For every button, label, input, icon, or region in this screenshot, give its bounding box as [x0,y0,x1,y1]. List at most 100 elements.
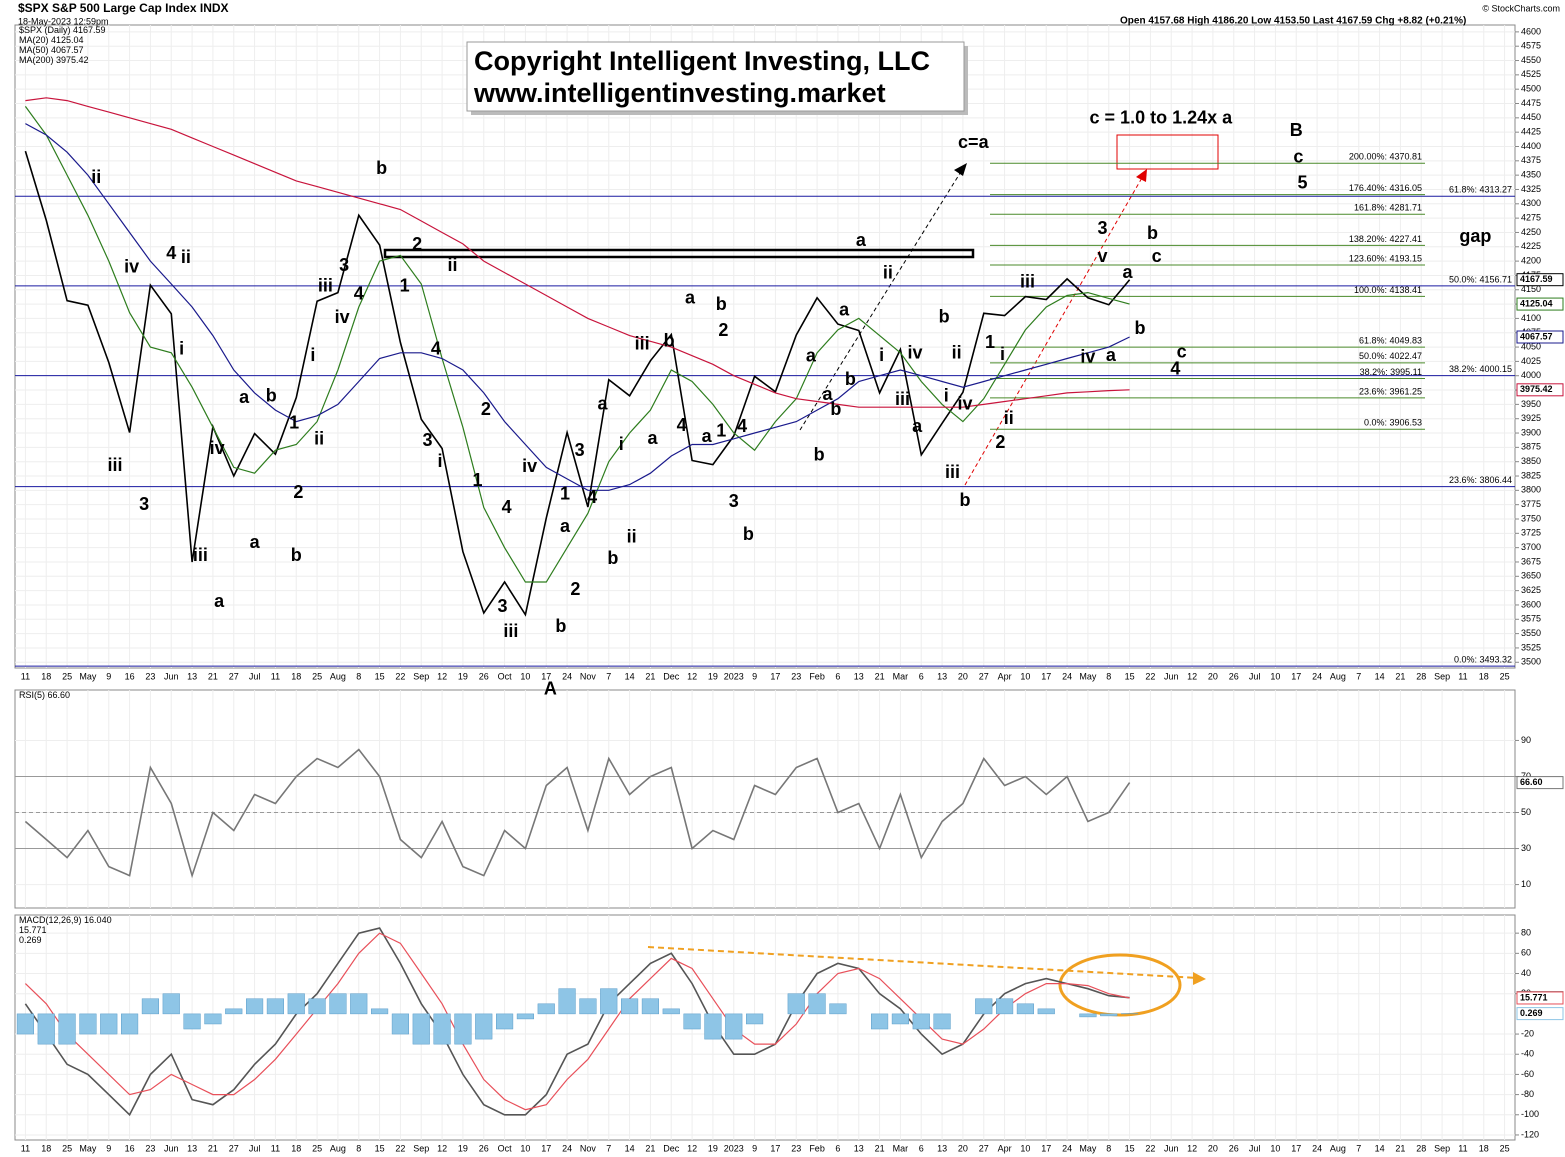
wave-label: c [1293,147,1303,167]
wave-label: a [806,346,817,366]
y-tick-label: 4600 [1521,26,1541,36]
x-tick-label: Nov [580,1143,597,1153]
legend-value: 15.771 [19,925,47,935]
x-tick-label: 23 [791,1143,801,1153]
histogram-bar [787,993,805,1015]
histogram-bar [433,1013,451,1045]
wave-label: iv [522,456,537,476]
gap-zone [383,248,975,259]
histogram-bar [975,998,993,1015]
wave-label: ii [447,255,457,275]
wave-label: gap [1459,226,1491,246]
y-tick-label: 80 [1521,928,1531,938]
x-tick-label: 25 [1500,671,1510,681]
histogram-bar [537,1003,555,1015]
x-tick-label: 23 [145,1143,155,1153]
histogram-bar [1037,1008,1055,1015]
legend-entry: 0.269 [19,935,42,945]
y-tick-label: -80 [1521,1089,1534,1099]
y-tick-label: 4325 [1521,184,1541,194]
x-tick-label: Aug [1330,1143,1346,1153]
wave-label: ii [952,343,962,363]
x-tick-label: 25 [312,1143,322,1153]
x-tick-label: Jun [1164,671,1179,681]
wave-label: b [960,490,971,510]
wave-label: ii [883,262,893,282]
website: www.intelligentinvesting.market [473,78,886,108]
value-box-label: 4167.59 [1520,274,1553,284]
x-tick-label: 14 [1375,1143,1385,1153]
legend-name: MA(50) [19,45,49,55]
wave-label: a [856,230,867,250]
y-tick-label: 3550 [1521,628,1541,638]
wave-label: b [291,545,302,565]
y-tick-label: -40 [1521,1049,1534,1059]
x-tick-label: 20 [958,1143,968,1153]
wave-label: i [1000,344,1005,364]
wave-label: i [437,451,442,471]
wave-label: iii [193,545,208,565]
x-tick-label: Jun [164,671,179,681]
y-tick-label: 50 [1521,807,1531,817]
arrow-head [1136,169,1147,182]
x-tick-label: 20 [958,671,968,681]
symbol: $SPX S&P 500 Large Cap Index INDX [18,1,229,15]
histogram-bar [475,1013,493,1040]
fib-label: 23.6%: 3806.44 [1449,475,1512,485]
fib-label: 61.8%: 4049.83 [1359,336,1422,346]
histogram-bar [121,1013,139,1035]
wave-label: b [1147,223,1158,243]
histogram-bar [391,1013,410,1035]
panel-frame [14,914,1516,1141]
histogram-bar [662,1008,680,1015]
histogram-bar [600,988,618,1015]
x-tick-label: Nov [580,671,597,681]
histogram-bar [58,1013,76,1045]
y-tick-label: -20 [1521,1028,1534,1038]
histogram-bar [996,998,1014,1015]
y-tick-label: 3850 [1521,456,1541,466]
x-tick-label: Apr [998,671,1012,681]
histogram-bar [308,998,326,1015]
copyright: Copyright Intelligent Investing, LLC [474,46,930,76]
y-tick-label: 3675 [1521,556,1541,566]
y-tick-label: 4350 [1521,170,1541,180]
macd-trendline [647,946,1199,979]
wave-label: 4 [587,487,597,507]
y-tick-label: 3625 [1521,585,1541,595]
x-tick-label: 2023 [724,1143,744,1153]
wave-label: iv [907,343,922,363]
value-box [1516,273,1564,287]
wave-label: c = 1.0 to 1.24x a [1090,108,1234,128]
x-tick-label: Aug [330,671,346,681]
histogram-bar [287,993,305,1015]
fib-label: 38.2%: 3995.11 [1360,367,1422,377]
histogram-bar [350,993,368,1015]
x-tick-label: Jun [164,1143,179,1153]
wave-label: 3 [1097,218,1107,238]
x-tick-label: Jun [1164,1143,1179,1153]
y-tick-label: 3575 [1521,614,1541,624]
histogram-bar [1079,1013,1097,1018]
wave-label: 2 [412,234,422,254]
x-tick-label: Sep [413,671,429,681]
x-tick-label: 23 [145,671,155,681]
wave-label: iii [107,455,122,475]
histogram-bar [183,1013,201,1030]
x-tick-label: Mar [893,671,909,681]
x-tick-label: 21 [208,671,218,681]
wave-label: 1 [985,332,995,352]
x-tick-label: 27 [229,1143,239,1153]
y-tick-label: 3800 [1521,485,1541,495]
legend-name: RSI(5) [19,690,45,700]
x-tick-label: 14 [1375,671,1385,681]
histogram-bar [1100,1013,1118,1017]
y-tick-label: -60 [1521,1069,1534,1079]
y-tick-label: 4275 [1521,213,1541,223]
wave-label: iv [210,438,225,458]
fib-label: 123.60%: 4193.15 [1349,253,1422,263]
x-tick-label: Apr [998,1143,1012,1153]
wave-label: B [1290,120,1303,140]
wave-label: ii [181,247,191,267]
x-tick-label: 25 [62,671,72,681]
